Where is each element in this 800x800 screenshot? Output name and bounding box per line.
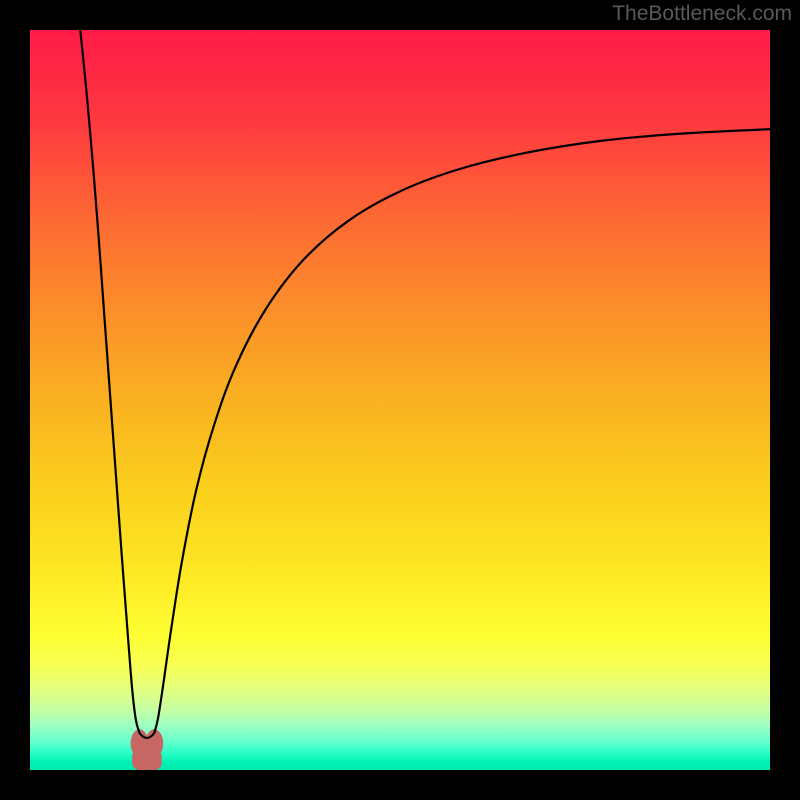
chart-container: TheBottleneck.com — [0, 0, 800, 800]
plot-svg — [30, 30, 770, 770]
watermark-text: TheBottleneck.com — [612, 2, 792, 26]
gradient-background — [30, 30, 770, 770]
plot-area — [30, 30, 770, 770]
